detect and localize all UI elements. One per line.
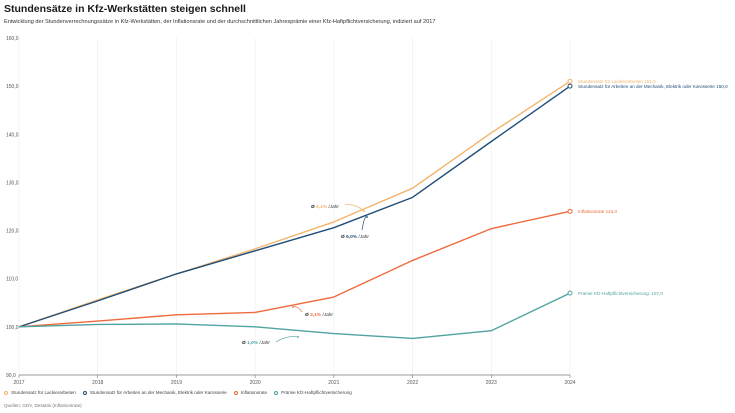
x-tick-label: 2019 (171, 380, 182, 386)
annotation-arrow (275, 336, 299, 343)
y-tick-label: 140,0 (6, 132, 19, 138)
end-label: Inflationsrate 124,0 (578, 209, 618, 214)
end-marker (567, 78, 573, 84)
y-tick-label: 120,0 (6, 229, 19, 235)
legend-item: Prämie Kfz-Haftpflichtversicherung (274, 390, 352, 395)
x-tick-label: 2023 (486, 380, 497, 386)
annotation-label: Ø 1,0% /Jahr (242, 340, 270, 346)
y-tick-label: 160,0 (6, 36, 19, 42)
annotation-label: Ø 3,1% /Jahr (305, 312, 333, 318)
legend-label: Inflationsrate (240, 390, 268, 395)
y-tick-label: 100,0 (6, 325, 19, 331)
x-tick-label: 2022 (407, 380, 418, 386)
legend-label: Stundensatz für Arbeiten an der Mechanik… (89, 390, 227, 395)
end-label: Prämie Kfz-Haftpflichtversicherung: 107,… (578, 291, 663, 296)
y-tick-label: 150,0 (6, 84, 19, 90)
legend-label: Prämie Kfz-Haftpflichtversicherung (281, 390, 352, 395)
chart-subtitle: Entwicklung der Stundenverrechnungssätze… (4, 19, 436, 25)
legend-item: Stundensatz für Lackierarbeiten (4, 390, 76, 395)
y-tick-label: 90,0 (6, 373, 16, 379)
legend: Stundensatz für Lackierarbeiten Stundensa… (4, 390, 352, 395)
annotation-arrow (292, 306, 303, 313)
source-note: Quellen: GDV, Destatis (Inflationsrate) (4, 403, 82, 408)
annotation-arrow (361, 216, 368, 231)
chart-title: Stundensätze in Kfz-Werkstätten steigen … (4, 3, 246, 15)
series-line-1 (18, 85, 571, 328)
y-tick-label: 110,0 (6, 277, 18, 283)
x-tick-label: 2018 (92, 380, 103, 386)
series-line-0 (18, 80, 571, 328)
y-tick-label: 130,0 (6, 180, 19, 186)
arrow-head (292, 306, 294, 308)
legend-swatch-icon (233, 390, 238, 395)
arrow-head (366, 216, 368, 218)
annotation-arrow (344, 204, 365, 212)
legend-swatch-icon (82, 390, 87, 395)
legend-swatch-icon (274, 390, 279, 395)
annotation-label: Ø 6,0% /Jahr (341, 234, 369, 240)
legend-label: Stundensatz für Lackierarbeiten (11, 390, 76, 395)
legend-item: Inflationsrate (233, 390, 268, 395)
end-marker (567, 208, 573, 214)
legend-swatch-icon (4, 390, 8, 395)
series-line-3 (18, 292, 571, 340)
x-tick-label: 2017 (13, 380, 24, 386)
series-line-2 (18, 210, 571, 328)
x-tick-label: 2021 (328, 380, 339, 386)
end-label: Stundensatz für Lackierarbeiten 151,0 (578, 79, 656, 84)
x-tick-label: 2024 (564, 380, 575, 386)
end-marker (567, 290, 573, 296)
end-marker (567, 83, 573, 89)
annotation-label: Ø 6,1% /Jahr (311, 204, 339, 210)
x-tick-label: 2020 (250, 380, 261, 386)
arrow-head (297, 336, 299, 338)
end-label: Stundensatz für Arbeiten an der Mechanik… (578, 84, 728, 89)
legend-item: Stundensatz für Arbeiten an der Mechanik… (82, 390, 227, 395)
arrow-head (363, 210, 365, 212)
